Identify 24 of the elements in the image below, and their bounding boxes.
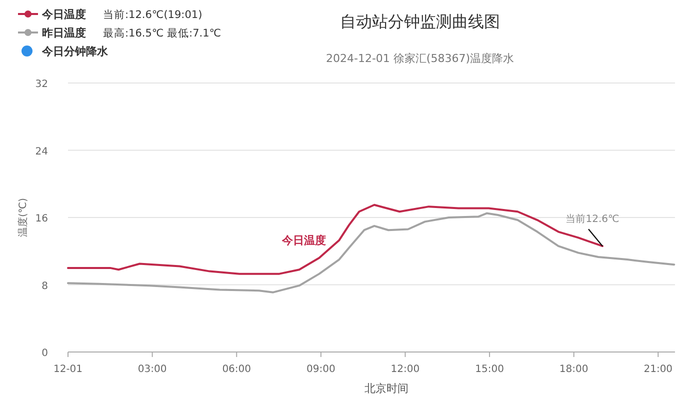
x-tick-label: 03:00 [138, 364, 167, 375]
x-tick-label: 15:00 [475, 364, 504, 375]
chart-title: 自动站分钟监测曲线图 [340, 12, 500, 31]
legend-label: 今日温度 [41, 8, 86, 21]
legend-label: 今日分钟降水 [41, 45, 109, 58]
annotation: 当前12.6℃ [566, 213, 620, 226]
text: 当前:12.6℃(19:01) [103, 9, 202, 21]
y-tick-label: 32 [35, 79, 48, 90]
x-tick-label: 21:00 [644, 364, 673, 375]
x-tick-label: 12-01 [53, 364, 83, 375]
x-tick-label: 18:00 [559, 364, 588, 375]
y-tick-label: 16 [35, 214, 48, 224]
legend-label: 昨日温度 [42, 26, 86, 40]
y-tick-label: 8 [42, 280, 48, 292]
x-tick-label: 12:00 [390, 364, 420, 375]
y-tick-label: 24 [35, 146, 48, 158]
x-axis-title: 北京时间 [364, 382, 408, 395]
text: 今日温度 [282, 234, 326, 248]
chart-subtitle: 2024-12-01 徐家汇(58367)温度降水 [326, 52, 514, 65]
y-tick-label: 0 [42, 348, 48, 359]
text: 最高:16.5℃ 最低:7.1℃ [103, 26, 222, 40]
x-tick-label: 06:00 [222, 364, 252, 375]
y-axis-title: 温度(℃) [17, 198, 29, 238]
x-tick-label: 09:00 [306, 364, 336, 375]
